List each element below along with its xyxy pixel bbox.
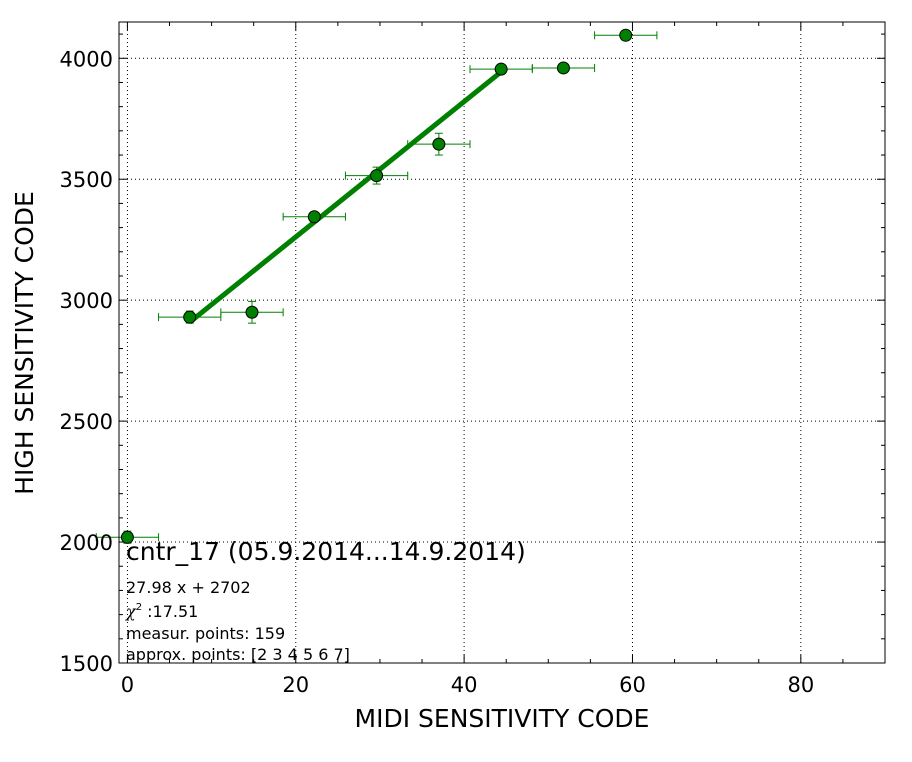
data-point xyxy=(245,305,259,319)
annotation-title: cntr_17 (05.9.2014...14.9.2014) xyxy=(126,537,526,566)
x-axis-title: MIDI SENSITIVITY CODE xyxy=(355,704,650,733)
chi2-symbol: χ xyxy=(125,602,137,621)
data-point xyxy=(370,169,384,183)
y-axis-title: HIGH SENSITIVITY CODE xyxy=(10,191,39,495)
plot-frame xyxy=(118,21,886,664)
y-tick-labels: 1500 2000 2500 3000 3500 4000 xyxy=(60,47,113,676)
data-point xyxy=(120,530,134,544)
x-tick-label: 80 xyxy=(787,673,814,697)
y-tick-label: 2500 xyxy=(60,410,113,434)
data-point xyxy=(619,28,633,42)
chi2-value: :17.51 xyxy=(142,602,198,621)
data-point xyxy=(556,61,570,75)
x-tick-labels: 0 20 40 60 80 xyxy=(121,673,814,697)
fit-line-group xyxy=(188,69,503,325)
grid xyxy=(119,22,885,664)
data-point xyxy=(307,210,321,224)
data-point xyxy=(432,137,446,151)
annotation-measur-points: measur. points: 159 xyxy=(126,624,285,643)
x-tick-label: 20 xyxy=(282,673,309,697)
data-point xyxy=(494,62,508,76)
annotation-equation: 27.98 x + 2702 xyxy=(126,578,251,597)
data-point xyxy=(183,310,197,324)
x-tick-label: 60 xyxy=(619,673,646,697)
chi2-exponent: 2 xyxy=(136,602,142,613)
y-tick-label: 3000 xyxy=(60,289,113,313)
y-tick-label: 3500 xyxy=(60,168,113,192)
y-tick-label: 4000 xyxy=(60,47,113,71)
x-tick-label: 0 xyxy=(121,673,134,697)
x-tick-label: 40 xyxy=(451,673,478,697)
y-tick-label: 2000 xyxy=(60,531,113,555)
annotation-chi2: χ2 :17.51 xyxy=(125,602,198,621)
fit-line xyxy=(188,69,503,325)
annotation-box: cntr_17 (05.9.2014...14.9.2014) 27.98 x … xyxy=(125,537,526,664)
annotation-approx-points: approx. points: [2 3 4 5 6 7] xyxy=(126,645,350,664)
y-tick-label: 1500 xyxy=(60,652,113,676)
plot-background xyxy=(119,22,885,663)
data-points xyxy=(120,28,633,544)
